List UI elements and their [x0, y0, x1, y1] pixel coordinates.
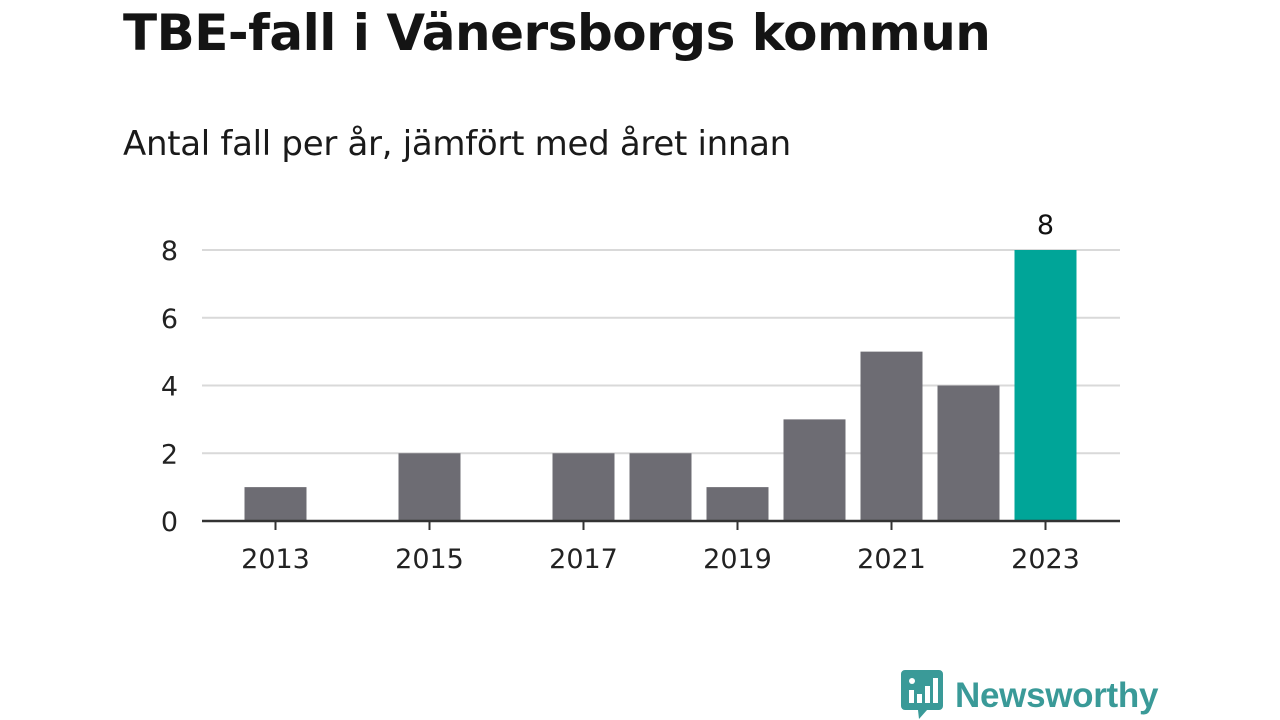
bar: [552, 453, 615, 521]
bar: [244, 487, 307, 521]
x-tick-label: 2023: [1011, 544, 1080, 575]
y-tick-label: 6: [161, 304, 178, 335]
x-tick-label: 2019: [703, 544, 772, 575]
x-tick-label: 2017: [549, 544, 618, 575]
bars: [244, 250, 1077, 521]
y-tick-label: 8: [161, 236, 178, 267]
bar: [629, 453, 692, 521]
bar: [1014, 250, 1077, 521]
bar: [706, 487, 769, 521]
bar-chart: 0 2 4 6 8 2013 2015 2017 2019 2021 2023 8: [161, 210, 1120, 575]
y-tick-label: 2: [161, 439, 178, 470]
bar: [783, 419, 846, 521]
chart-subtitle: Antal fall per år, jämfört med året inna…: [123, 124, 791, 164]
bar: [398, 453, 461, 521]
x-tick-label: 2015: [395, 544, 464, 575]
newsworthy-logo: Newsworthy: [901, 670, 1158, 720]
axes: [202, 519, 1120, 530]
newsworthy-logo-icon: [901, 670, 943, 719]
bar: [860, 351, 923, 521]
y-tick-label: 0: [161, 507, 178, 538]
x-tick-label: 2021: [857, 544, 926, 575]
bar: [937, 385, 1000, 521]
y-tick-label: 4: [161, 372, 178, 403]
x-tick-label: 2013: [241, 544, 310, 575]
labels: 0 2 4 6 8 2013 2015 2017 2019 2021 2023 8: [161, 210, 1080, 575]
chart-title: TBE-fall i Vänersborgs kommun: [123, 4, 991, 62]
newsworthy-logo-text: Newsworthy: [955, 675, 1159, 715]
data-label: 8: [1037, 210, 1054, 241]
